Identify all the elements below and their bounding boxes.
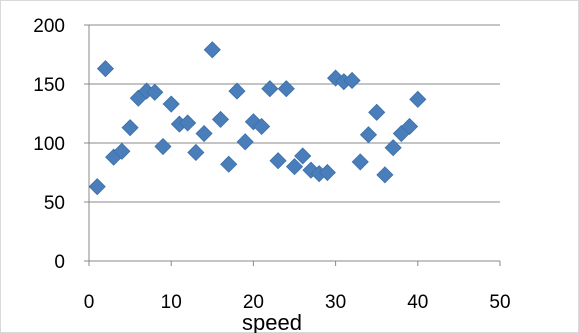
- x-axis-title: speed: [242, 310, 302, 333]
- data-point: [261, 80, 279, 98]
- data-point: [228, 82, 246, 100]
- data-point: [294, 147, 312, 165]
- data-point: [401, 117, 419, 136]
- data-point: [88, 178, 106, 196]
- data-point: [285, 158, 304, 176]
- gridlines: [89, 24, 500, 203]
- data-point: [253, 117, 271, 136]
- data-point: [368, 103, 386, 121]
- data-point: [359, 126, 378, 144]
- data-point: [179, 114, 197, 132]
- data-point: [211, 110, 230, 128]
- data-point: [409, 90, 427, 108]
- data-point: [195, 124, 213, 143]
- x-tick-label: 0: [84, 292, 95, 313]
- y-tick-label: 0: [54, 252, 65, 273]
- data-point: [269, 152, 287, 170]
- y-tick-label: 150: [33, 75, 65, 96]
- data-point: [376, 166, 394, 184]
- data-point: [146, 83, 164, 101]
- x-tick-label: 10: [161, 292, 182, 313]
- data-point: [154, 137, 172, 156]
- data-point: [96, 60, 115, 78]
- x-tick-label: 40: [407, 292, 428, 313]
- x-tick-label: 20: [243, 292, 264, 313]
- data-points: [88, 41, 427, 196]
- data-point: [121, 119, 139, 137]
- data-point: [384, 139, 402, 157]
- data-point: [343, 71, 361, 90]
- x-tick-label: 30: [325, 292, 346, 313]
- data-point: [113, 142, 131, 160]
- x-tick-label: 50: [489, 292, 510, 313]
- data-point: [203, 41, 221, 59]
- y-tick-label: 200: [33, 16, 65, 37]
- data-point: [351, 153, 369, 171]
- y-tick-label: 100: [33, 134, 65, 155]
- x-tick-labels: 0 10 20 30 40 50: [84, 292, 511, 313]
- data-point: [187, 143, 205, 162]
- data-point: [220, 155, 238, 173]
- data-point: [236, 133, 254, 151]
- data-point: [277, 80, 295, 98]
- axes: [84, 24, 501, 266]
- data-point: [318, 163, 336, 182]
- y-tick-label: 50: [44, 193, 65, 214]
- y-tick-labels: 0 50 100 150 200: [33, 16, 65, 273]
- data-point: [162, 95, 180, 113]
